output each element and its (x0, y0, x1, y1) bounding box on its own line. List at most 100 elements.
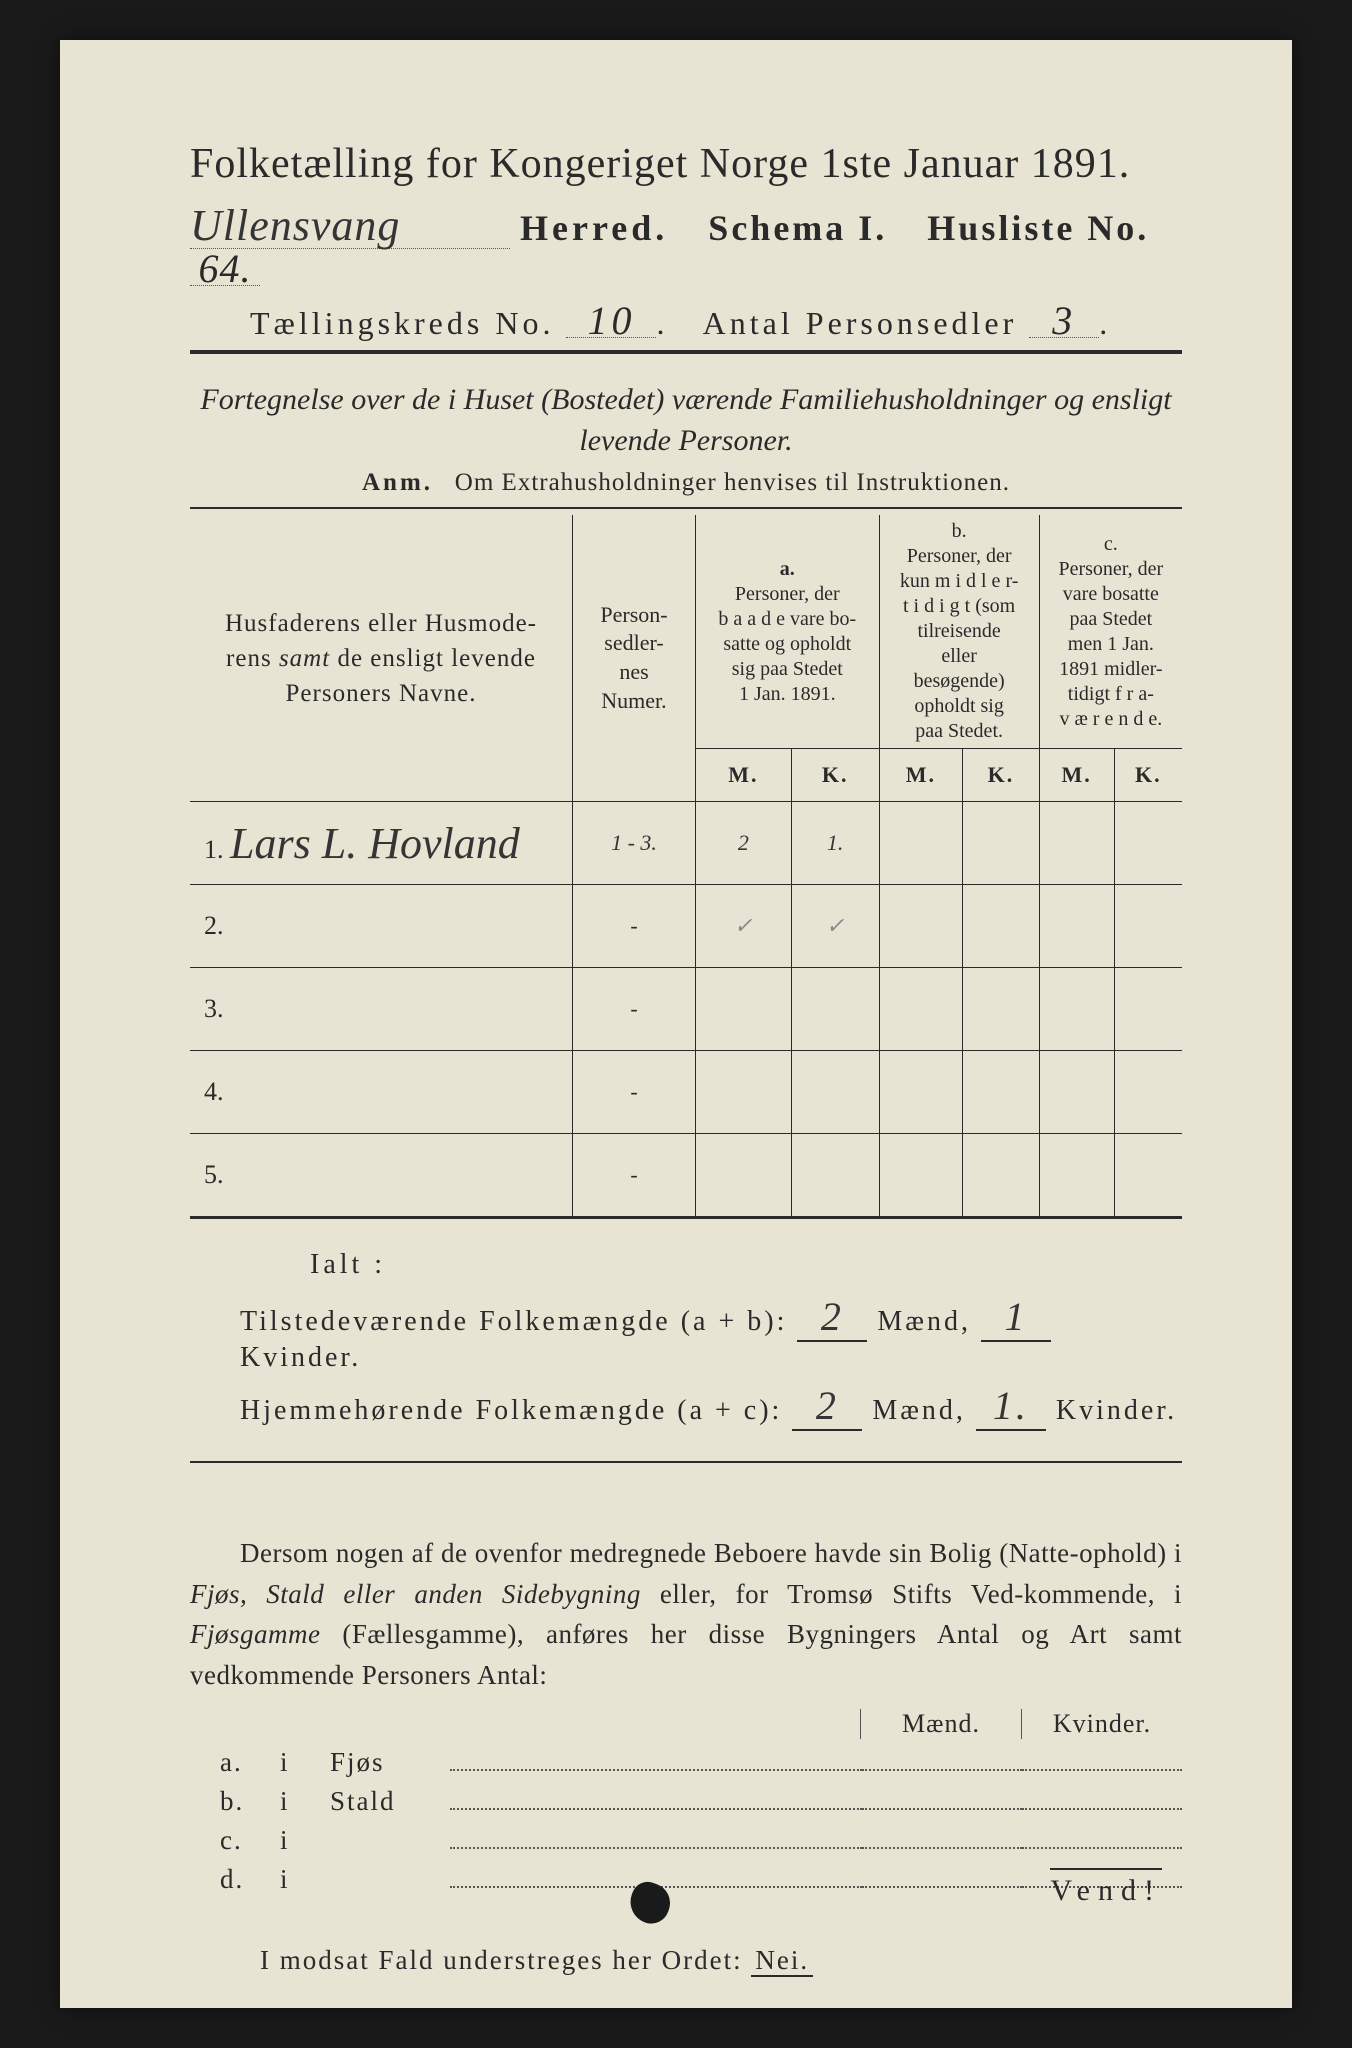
col-b-k: K. (963, 749, 1040, 802)
numer-cell: - (573, 1051, 696, 1134)
cell (963, 1134, 1040, 1218)
cell (963, 1051, 1040, 1134)
cell (1114, 802, 1182, 885)
cell (791, 1051, 879, 1134)
cell (1114, 968, 1182, 1051)
cell (1114, 1051, 1182, 1134)
fortegnelse-text: Fortegnelse over de i Huset (Bostedet) v… (190, 380, 1182, 461)
cell (1039, 802, 1114, 885)
cell: 2 (696, 802, 792, 885)
col-b-m: M. (879, 749, 963, 802)
row-label: 2. (190, 885, 573, 968)
col-c-k: K. (1114, 749, 1182, 802)
person-name: Lars L. Hovland (230, 819, 520, 868)
cell (1039, 1051, 1114, 1134)
nei-word: Nei. (751, 1945, 813, 1977)
husliste-no-field: 64. (190, 253, 260, 286)
cell (879, 1134, 963, 1218)
cell (963, 968, 1040, 1051)
cell (791, 968, 879, 1051)
option-row: b. i Stald (190, 1786, 1182, 1817)
col-c-header: c. Personer, dervare bosattepaa Stedetme… (1039, 515, 1182, 749)
divider (190, 350, 1182, 354)
col-name-header: Husfaderens eller Husmode-rens samt de e… (190, 515, 573, 802)
row-label: 1. Lars L. Hovland (190, 802, 573, 885)
outbuilding-paragraph: Dersom nogen af de ovenfor medregnede Be… (190, 1533, 1182, 1695)
cell (879, 1051, 963, 1134)
sum1-k: 1 (981, 1293, 1051, 1342)
cell (879, 885, 963, 968)
anm-label: Anm. (362, 469, 433, 496)
kreds-label: Tællingskreds No. (250, 305, 554, 341)
cell (963, 802, 1040, 885)
antal-label: Antal Personsedler (703, 305, 1018, 341)
numer-cell: - (573, 885, 696, 968)
cell (696, 968, 792, 1051)
cell: ✓ (696, 885, 792, 968)
cell (1039, 1134, 1114, 1218)
vend-label: Vend! (1050, 1868, 1162, 1908)
cell (963, 885, 1040, 968)
table-row: 5. - (190, 1134, 1182, 1218)
col-c-m: M. (1039, 749, 1114, 802)
maend-col: Mænd. (860, 1709, 1021, 1739)
option-row: c. i (190, 1825, 1182, 1856)
table-row: 4. - (190, 1051, 1182, 1134)
kvinder-label: Kvinder. (240, 1342, 361, 1373)
row-label: 3. (190, 968, 573, 1051)
cell (696, 1134, 792, 1218)
header-line-3: Tællingskreds No. 10. Antal Personsedler… (190, 305, 1182, 342)
sum-line-present: Tilstedeværende Folkemængde (a + b): 2 M… (240, 1293, 1182, 1374)
census-form-page: Folketælling for Kongeriget Norge 1ste J… (60, 40, 1292, 2008)
cell (1114, 885, 1182, 968)
herred-label: Herred. (520, 208, 668, 248)
personsedler-field: 3 (1029, 305, 1099, 338)
cell: ✓ (791, 885, 879, 968)
sum2-m: 2 (792, 1382, 862, 1431)
table-row: 3. - (190, 968, 1182, 1051)
ialt-label: Ialt : (310, 1249, 1182, 1281)
cell (696, 1051, 792, 1134)
option-row: a. i Fjøs (190, 1747, 1182, 1778)
numer-cell: - (573, 1134, 696, 1218)
sum1-m: 2 (797, 1293, 867, 1342)
maend-label: Mænd, (872, 1395, 966, 1426)
table-row: 1. Lars L. Hovland 1 - 3. 2 1. (190, 802, 1182, 885)
household-table: Husfaderens eller Husmode-rens samt de e… (190, 515, 1182, 1219)
sum-line-resident: Hjemmehørende Folkemængde (a + c): 2 Mæn… (240, 1382, 1182, 1431)
sum2-label: Hjemmehørende Folkemængde (a + c): (240, 1395, 782, 1426)
husliste-label: Husliste No. (927, 208, 1149, 248)
cell (1039, 968, 1114, 1051)
sum1-label: Tilstedeværende Folkemængde (a + b): (240, 1306, 787, 1337)
kvinder-label: Kvinder. (1056, 1395, 1177, 1426)
anm-line: Anm. Om Extrahusholdninger henvises til … (190, 469, 1182, 497)
mk-header: Mænd. Kvinder. (190, 1709, 1182, 1739)
row-label: 5. (190, 1134, 573, 1218)
cell (1039, 885, 1114, 968)
cell (879, 802, 963, 885)
header-line-2: Ullensvang Herred. Schema I. Husliste No… (190, 206, 1182, 291)
option-row: d. i (190, 1864, 1182, 1895)
schema-label: Schema I. (708, 208, 887, 248)
numer-cell: 1 - 3. (573, 802, 696, 885)
main-title: Folketælling for Kongeriget Norge 1ste J… (190, 140, 1182, 188)
herred-name-field: Ullensvang (190, 206, 510, 249)
divider (190, 507, 1182, 509)
table-row: 2. - ✓ ✓ (190, 885, 1182, 968)
kreds-no-field: 10 (566, 305, 656, 338)
cell (791, 1134, 879, 1218)
col-a-k: K. (791, 749, 879, 802)
row-label: 4. (190, 1051, 573, 1134)
modsat-line: I modsat Fald understreges her Ordet: Ne… (190, 1945, 1182, 1976)
cell (1114, 1134, 1182, 1218)
divider (190, 1461, 1182, 1463)
col-numer-header: Person-sedler-nesNumer. (573, 515, 696, 802)
cell (879, 968, 963, 1051)
anm-text: Om Extrahusholdninger henvises til Instr… (455, 469, 1010, 496)
kvinder-col: Kvinder. (1021, 1709, 1182, 1739)
numer-cell: - (573, 968, 696, 1051)
col-a-header: a. Personer, derb a a d e vare bo-satte … (696, 515, 880, 749)
sum2-k: 1. (976, 1382, 1046, 1431)
cell: 1. (791, 802, 879, 885)
maend-label: Mænd, (877, 1306, 971, 1337)
